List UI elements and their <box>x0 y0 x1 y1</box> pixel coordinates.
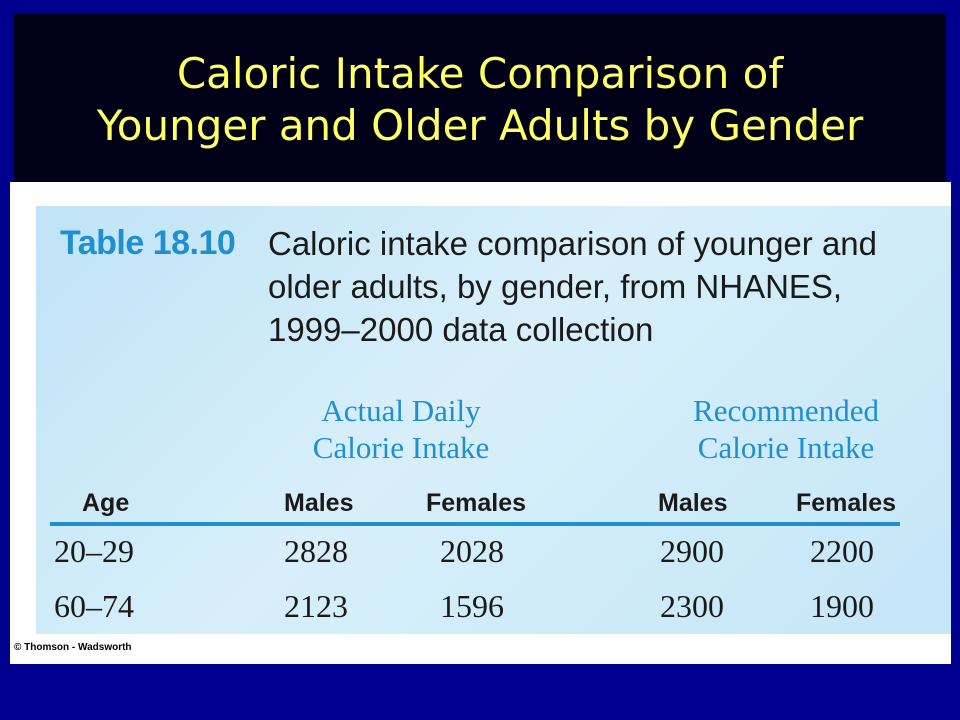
column-header-age: Age <box>82 489 130 517</box>
table-caption-line-1: Caloric intake comparison of younger and <box>268 225 878 262</box>
table-figure: Table 18.10 Caloric intake comparison of… <box>10 182 951 664</box>
table-caption-line-2: older adults, by gender, from NHANES, <box>268 268 843 305</box>
header-rule <box>50 522 900 526</box>
table-cell-actual-males: 2828 <box>284 533 348 569</box>
slide-title-line-1: Caloric Intake Comparison of <box>176 49 784 98</box>
slide-title: Caloric Intake Comparison of Younger and… <box>14 48 946 152</box>
group-header-actual-line-2: Calorie Intake <box>312 430 490 465</box>
column-header-actual-females: Females <box>426 489 527 517</box>
figure-footer: © Thomson - Wadsworth <box>10 634 951 664</box>
group-header-recommended-line-2: Calorie Intake <box>697 430 875 465</box>
table-cell-recommended-males: 2300 <box>660 588 724 624</box>
column-header-recommended-males: Males <box>658 489 728 517</box>
table-cell-age: 20–29 <box>54 533 134 569</box>
title-bar: Caloric Intake Comparison of Younger and… <box>14 14 946 182</box>
column-header-recommended-females: Females <box>796 489 897 517</box>
table-cell-actual-males: 2123 <box>284 588 348 624</box>
group-header-recommended: Recommended Calorie Intake <box>636 392 936 466</box>
group-header-actual-line-1: Actual Daily <box>321 393 481 428</box>
table-panel: Table 18.10 Caloric intake comparison of… <box>36 206 951 634</box>
table-cell-recommended-males: 2900 <box>660 533 724 569</box>
table-cell-age: 60–74 <box>54 588 134 624</box>
group-header-recommended-line-1: Recommended <box>693 393 879 428</box>
table-caption-line-3: 1999–2000 data collection <box>268 311 654 348</box>
table-cell-recommended-females: 2200 <box>810 533 874 569</box>
table-cell-actual-females: 2028 <box>440 533 504 569</box>
column-header-actual-males: Males <box>284 489 354 517</box>
table-number: Table 18.10 <box>60 224 236 262</box>
slide-title-line-2: Younger and Older Adults by Gender <box>96 101 864 150</box>
copyright-credit: © Thomson - Wadsworth <box>14 642 132 653</box>
table-cell-recommended-females: 1900 <box>810 588 874 624</box>
table-caption: Caloric intake comparison of younger and… <box>268 222 938 351</box>
group-header-actual: Actual Daily Calorie Intake <box>266 392 536 466</box>
table-cell-actual-females: 1596 <box>440 588 504 624</box>
